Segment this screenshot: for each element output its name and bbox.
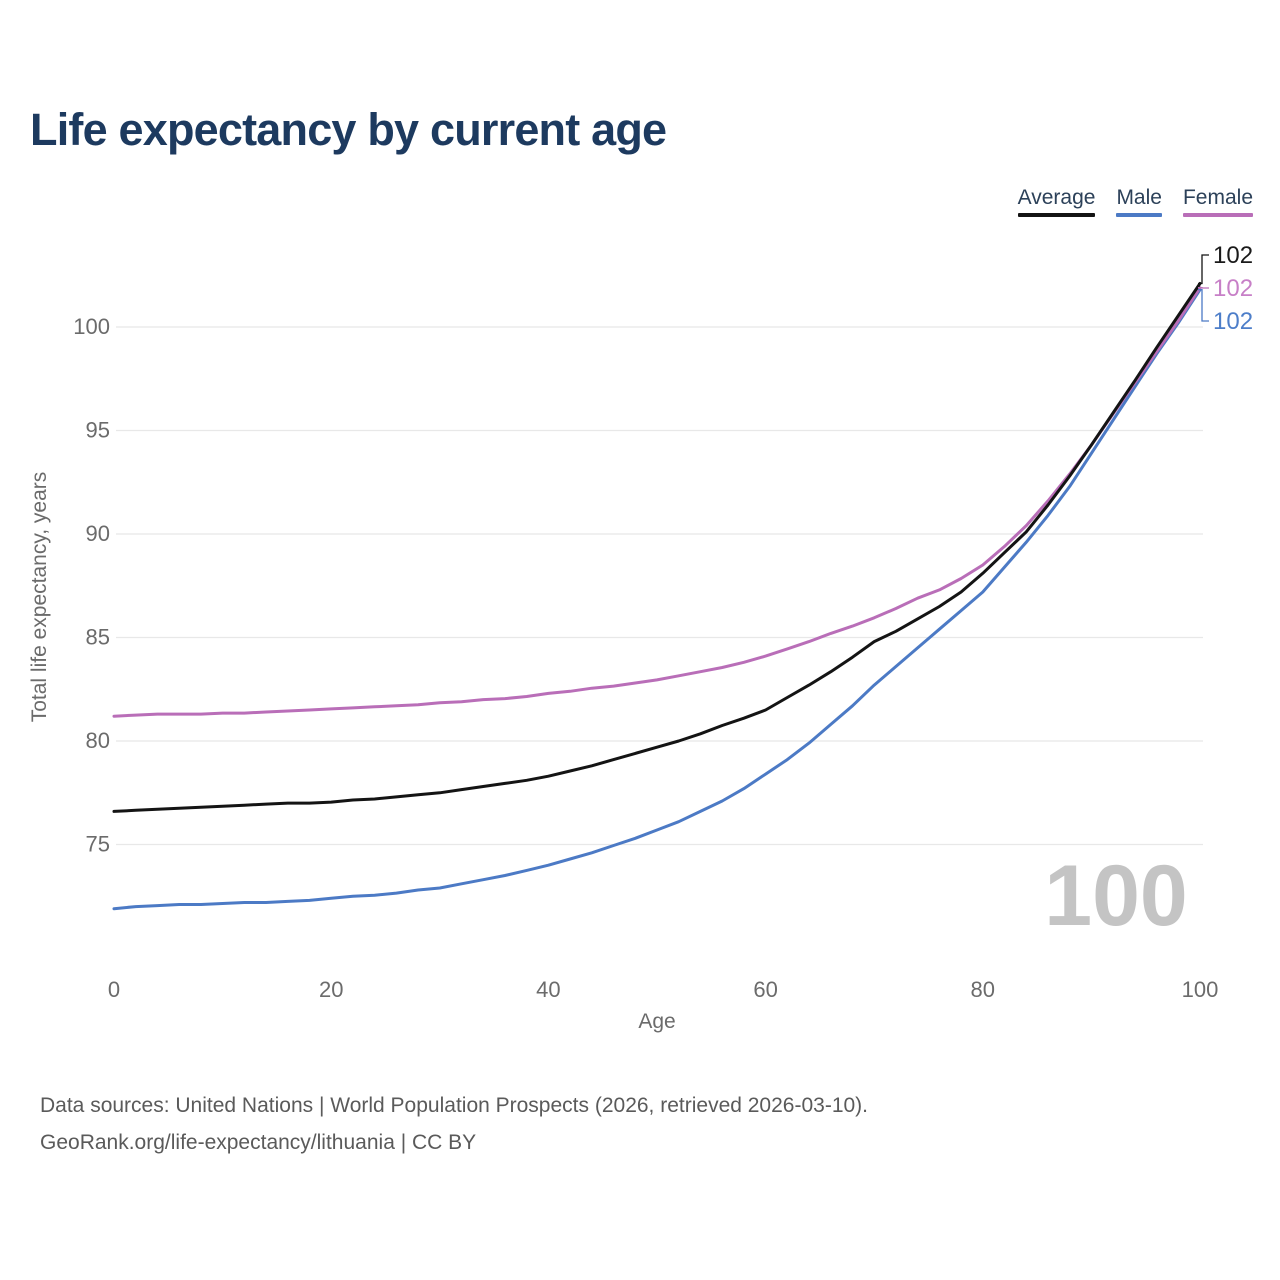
x-tick-label: 100 xyxy=(1182,977,1219,1002)
x-tick-label: 60 xyxy=(753,977,777,1002)
chart-canvas: 75 80 85 90 95 100 0 20 40 60 80 100 Age Total life e… xyxy=(28,242,1253,1033)
y-tick-label: 100 xyxy=(73,314,110,339)
footer: Data sources: United Nations | World Pop… xyxy=(40,1087,868,1161)
legend-color-bar xyxy=(1182,213,1253,217)
legend-item-female[interactable]: Female xyxy=(1182,186,1253,217)
series-line-average[interactable] xyxy=(112,282,1202,813)
x-tick-label: 40 xyxy=(536,977,560,1002)
series-line-female[interactable] xyxy=(112,286,1202,718)
end-label-connector-average xyxy=(1198,254,1209,285)
x-tick-label: 0 xyxy=(108,977,120,1002)
legend-label: Male xyxy=(1116,186,1162,209)
x-axis-title: Age xyxy=(638,1010,675,1033)
page-title: Life expectancy by current age xyxy=(30,104,667,155)
legend-label: Average xyxy=(1017,186,1096,209)
y-axis-title: Total life expectancy, years xyxy=(28,472,51,723)
legend-item-male[interactable]: Male xyxy=(1116,186,1162,217)
legend: Average Male Female xyxy=(1017,186,1253,217)
series-line-male[interactable] xyxy=(112,288,1202,911)
y-tick-label: 80 xyxy=(86,728,110,753)
end-value-label-male: 102 xyxy=(1213,308,1253,335)
footer-attribution: GeoRank.org/life-expectancy/lithuania | … xyxy=(40,1131,477,1154)
end-value-label-female: 102 xyxy=(1213,275,1253,302)
y-tick-label: 85 xyxy=(86,625,110,650)
age-watermark: 100 xyxy=(1044,848,1188,944)
footer-data-sources: Data sources: United Nations | World Pop… xyxy=(40,1094,869,1117)
y-tick-label: 90 xyxy=(86,521,110,546)
legend-color-bar xyxy=(1017,213,1096,217)
legend-label: Female xyxy=(1182,186,1253,209)
end-value-label-average: 102 xyxy=(1213,242,1253,269)
legend-color-bar xyxy=(1116,213,1162,217)
legend-item-average[interactable]: Average xyxy=(1017,186,1096,217)
end-label-connector-male xyxy=(1198,289,1209,322)
y-tick-label: 75 xyxy=(86,832,110,857)
y-tick-label: 95 xyxy=(86,418,110,443)
x-tick-label: 20 xyxy=(319,977,343,1002)
x-tick-label: 80 xyxy=(971,977,995,1002)
